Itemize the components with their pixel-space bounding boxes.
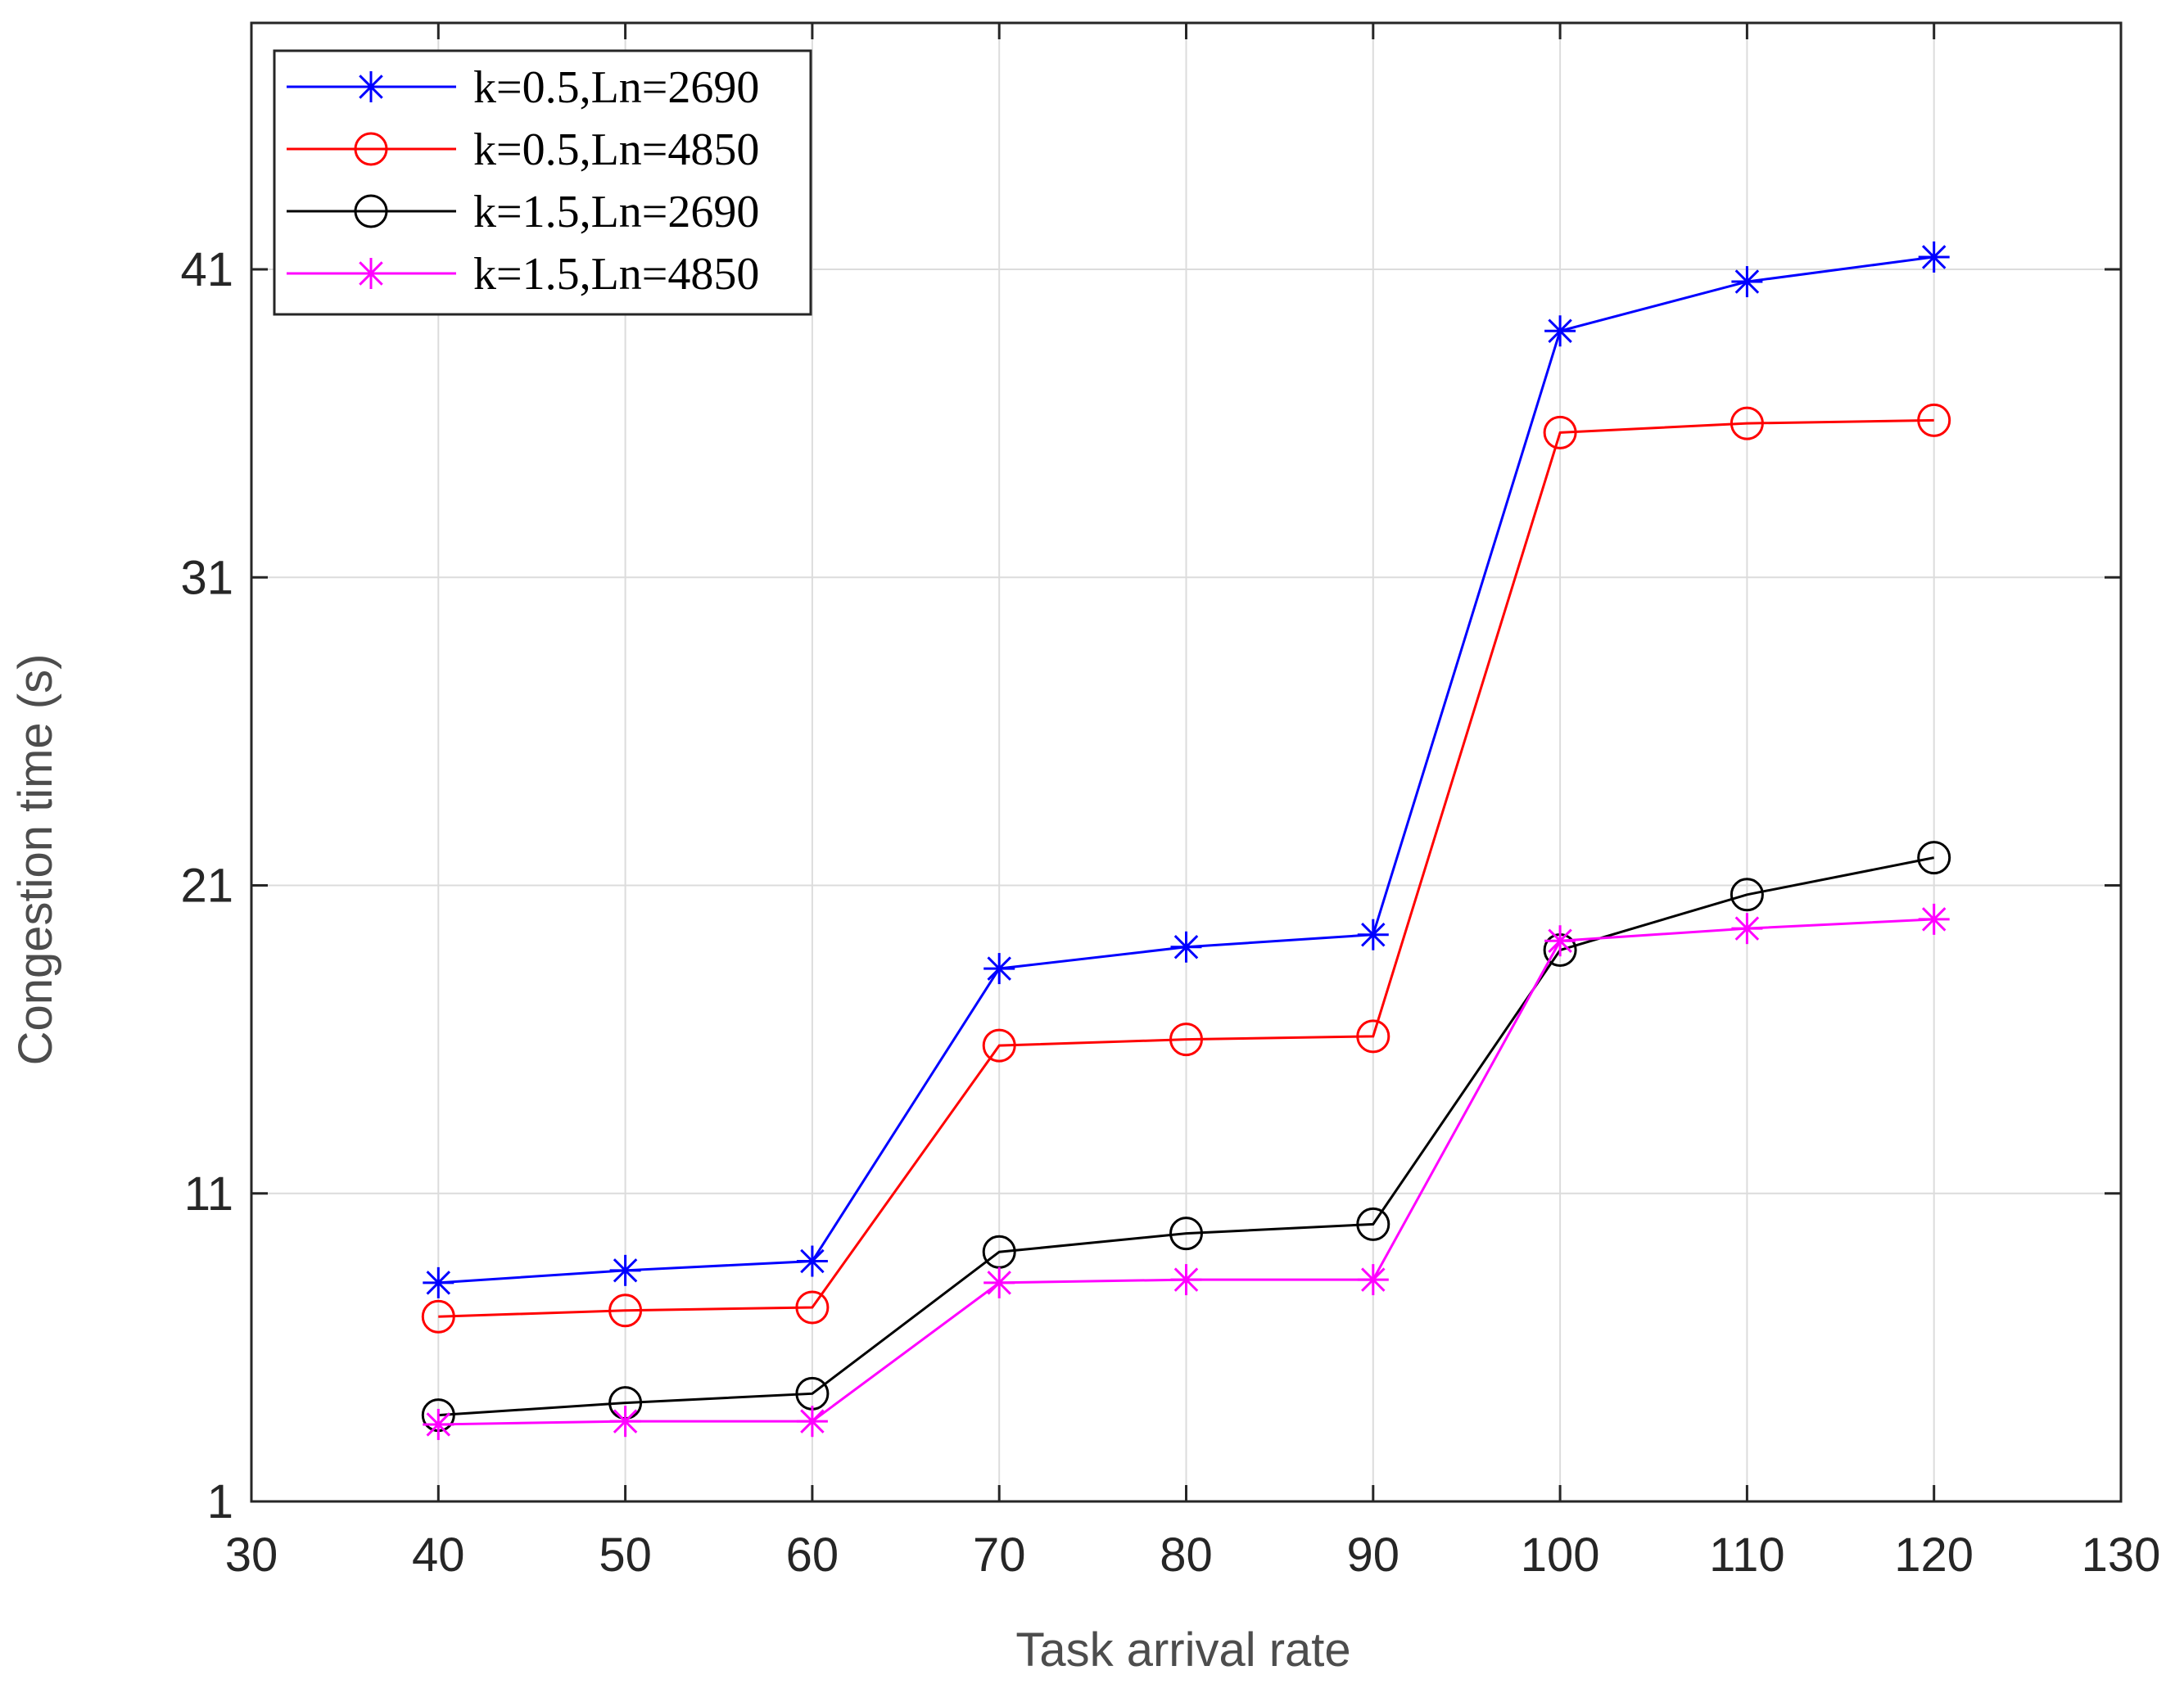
y-tick-label: 1 — [207, 1475, 233, 1528]
marker-stroke — [800, 1409, 825, 1433]
x-tick-label: 50 — [599, 1528, 652, 1582]
data-point — [796, 1245, 828, 1277]
data-point — [1918, 241, 1950, 273]
legend-label: k=1.5,Ln=4850 — [473, 249, 759, 300]
x-tick-label: 90 — [1347, 1528, 1400, 1582]
data-point — [609, 1254, 641, 1286]
marker-stroke — [1361, 1267, 1386, 1292]
marker-stroke — [1921, 245, 1947, 269]
x-tick-label: 120 — [1894, 1528, 1974, 1582]
legend-box — [273, 49, 812, 316]
data-point — [983, 953, 1015, 985]
marker-stroke — [1361, 922, 1386, 947]
data-point — [983, 1266, 1015, 1298]
legend: k=0.5,Ln=2690 k=0.5,Ln=4850 k=1.5,Ln=2690 k… — [273, 49, 812, 316]
legend-label: k=1.5,Ln=2690 — [473, 187, 759, 237]
data-point — [1917, 841, 1951, 875]
marker-stroke — [359, 261, 383, 286]
data-point — [423, 1266, 454, 1298]
marker-stroke — [987, 1271, 1011, 1295]
y-tick-label: 21 — [180, 860, 233, 913]
legend-item: k=1.5,Ln=2690 — [287, 187, 759, 237]
data-point — [1357, 1264, 1389, 1296]
data-point — [796, 1406, 828, 1438]
marker-stroke — [1734, 269, 1760, 294]
legend-item: k=1.5,Ln=4850 — [287, 249, 759, 300]
data-point — [1731, 913, 1763, 945]
data-point — [1918, 903, 1950, 935]
data-point — [1169, 1023, 1203, 1057]
grid — [251, 23, 2121, 1501]
marker-stroke — [359, 74, 383, 99]
y-tick-label: 41 — [180, 243, 233, 296]
data-point — [795, 1290, 830, 1325]
data-point — [609, 1406, 641, 1438]
data-point — [1544, 925, 1576, 957]
marker-stroke — [613, 1258, 638, 1283]
data-point — [982, 1028, 1016, 1063]
marker-stroke — [987, 956, 1011, 981]
series-line — [438, 856, 1934, 1417]
series-line — [438, 418, 1934, 1318]
marker-stroke — [1921, 907, 1947, 932]
data-point — [1730, 406, 1764, 440]
series-2 — [421, 403, 1951, 1334]
data-point — [1356, 1207, 1390, 1241]
x-tick-label: 70 — [973, 1528, 1026, 1582]
data-point — [1357, 919, 1389, 950]
marker-stroke — [426, 1412, 451, 1437]
y-tick-label: 31 — [180, 551, 233, 604]
data-point — [1731, 266, 1763, 298]
marker-stroke — [1734, 916, 1760, 941]
marker-stroke — [1173, 935, 1199, 959]
marker-stroke — [613, 1409, 638, 1433]
data-point — [1917, 403, 1951, 437]
data-point — [1169, 1217, 1203, 1251]
data-point — [1170, 1264, 1202, 1296]
series-4 — [423, 903, 1950, 1440]
data-point — [1730, 878, 1764, 912]
legend-marker — [354, 194, 388, 228]
data-point — [421, 1299, 455, 1334]
x-tick-label: 40 — [412, 1528, 465, 1582]
x-tick-label: 130 — [2082, 1528, 2161, 1582]
data-point — [423, 1408, 454, 1440]
y-axis-title: Congestion time (s) — [9, 654, 62, 1066]
x-tick-label: 100 — [1521, 1528, 1600, 1582]
marker-stroke — [1548, 318, 1572, 343]
marker-stroke — [800, 1248, 825, 1274]
series-group — [421, 241, 1951, 1440]
legend-marker — [354, 132, 388, 166]
series-1 — [423, 241, 1950, 1298]
marker-stroke — [1548, 928, 1572, 953]
legend-marker — [355, 71, 387, 102]
data-point — [1170, 931, 1202, 963]
x-tick-label: 60 — [786, 1528, 839, 1582]
data-point — [1356, 1019, 1390, 1054]
x-axis-title: Task arrival rate — [1015, 1623, 1350, 1677]
legend-item: k=0.5,Ln=2690 — [287, 62, 759, 113]
data-point — [1543, 415, 1577, 449]
data-point — [1544, 315, 1576, 347]
marker-stroke — [1173, 1267, 1199, 1292]
legend-label: k=0.5,Ln=2690 — [473, 62, 759, 113]
x-tick-label: 110 — [1709, 1528, 1784, 1582]
legend-label: k=0.5,Ln=4850 — [473, 124, 759, 175]
marker-stroke — [426, 1271, 451, 1295]
x-tick-label: 30 — [225, 1528, 278, 1582]
legend-marker — [355, 258, 387, 289]
y-tick-label: 11 — [184, 1167, 233, 1221]
legend-item: k=0.5,Ln=4850 — [287, 124, 759, 175]
data-point — [608, 1293, 643, 1328]
x-tick-label: 80 — [1160, 1528, 1213, 1582]
